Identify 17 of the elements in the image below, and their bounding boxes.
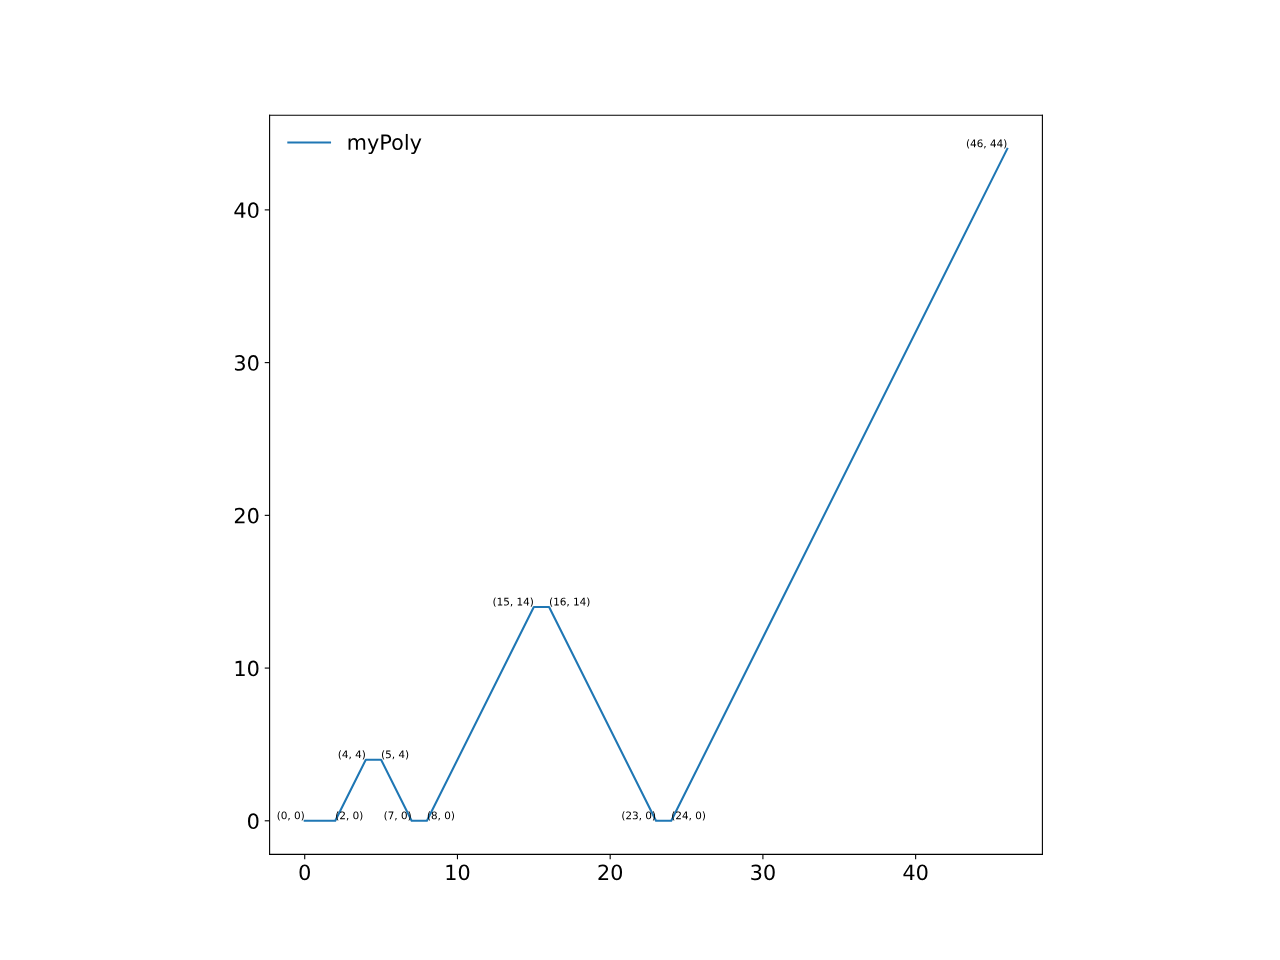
y-tick-label: 40 bbox=[234, 202, 259, 219]
x-tick-label: 0 bbox=[299, 864, 310, 881]
annotation: (4, 4) bbox=[338, 750, 365, 760]
x-tick-label: 30 bbox=[751, 864, 775, 881]
annotation: (0, 0) bbox=[277, 811, 304, 821]
y-tick-label: 10 bbox=[235, 660, 259, 677]
x-tick-label: 10 bbox=[446, 864, 470, 881]
annotation: (16, 14) bbox=[549, 597, 590, 607]
y-tick-label: 0 bbox=[248, 813, 259, 830]
x-tick-label: 20 bbox=[598, 864, 623, 881]
y-tick-label: 30 bbox=[234, 355, 259, 371]
y-tick-label: 20 bbox=[234, 507, 259, 524]
annotation: (5, 4) bbox=[381, 750, 409, 760]
annotation: (15, 14) bbox=[493, 597, 533, 607]
annotation: (46, 44) bbox=[966, 139, 1007, 149]
legend-label: myPoly bbox=[348, 133, 422, 155]
x-tick-label: 40 bbox=[903, 864, 928, 881]
